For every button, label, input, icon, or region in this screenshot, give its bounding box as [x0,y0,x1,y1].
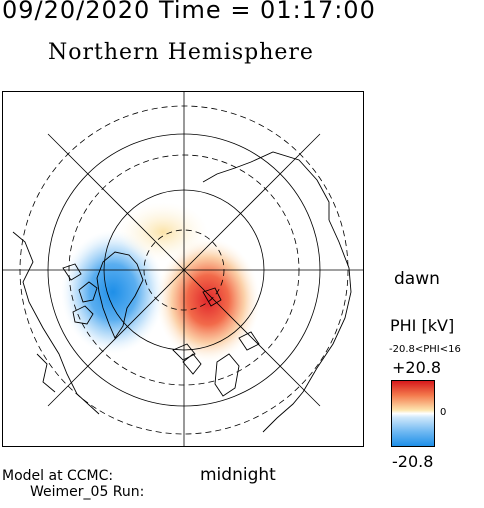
potential-min-region [61,230,165,354]
timestamp: 09/20/2020 Time = 01:17:00 [2,0,376,24]
dawn-label: dawn [394,269,440,289]
polar-map-canvas [3,92,363,446]
colorbar-max-label: +20.8 [392,358,442,377]
colorbar-zero-label: 0 [440,407,447,418]
meridian-line [47,133,321,407]
model-label: Model at CCMC: [2,468,114,484]
colorbar-range-label: -20.8<PHI<16 [389,344,461,355]
coastlines [12,151,352,433]
colorbar [391,380,435,447]
colorbar-min-label: -20.8 [392,452,434,471]
midnight-label: midnight [200,465,276,485]
run-label: Weimer_05 Run: [30,484,145,500]
polar-map [2,91,364,447]
hemisphere-title: Northern Hemisphere [48,40,314,65]
potential-weak-region [118,202,208,262]
colorbar-variable-label: PHI [kV] [390,316,455,335]
